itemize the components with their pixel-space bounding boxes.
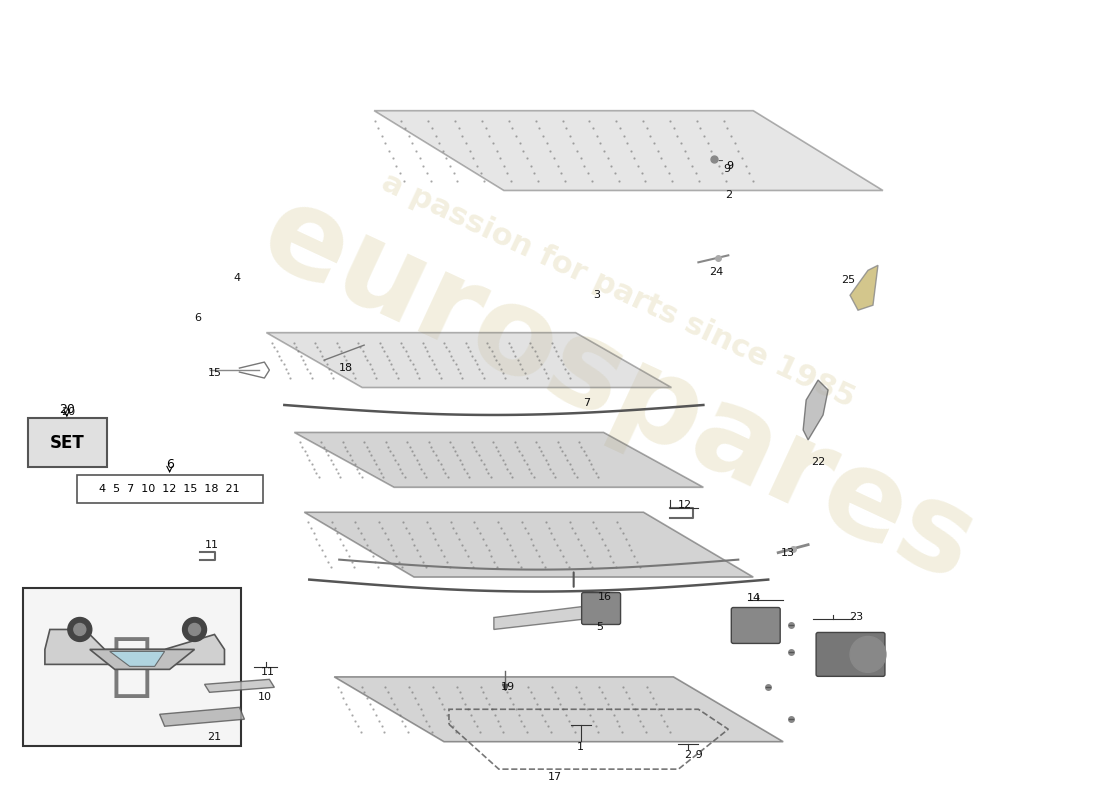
Polygon shape <box>803 380 828 440</box>
Text: 21: 21 <box>208 732 221 742</box>
Text: 25: 25 <box>842 275 855 286</box>
Text: 2: 2 <box>725 190 732 201</box>
FancyBboxPatch shape <box>23 587 241 746</box>
Circle shape <box>74 623 86 635</box>
Text: 6: 6 <box>194 313 201 323</box>
Text: 19: 19 <box>500 682 515 692</box>
Text: 22: 22 <box>811 457 825 467</box>
Text: 17: 17 <box>548 772 562 782</box>
Text: 11: 11 <box>261 667 274 678</box>
FancyBboxPatch shape <box>582 593 620 625</box>
Polygon shape <box>90 650 195 670</box>
Polygon shape <box>494 605 598 630</box>
Polygon shape <box>334 677 783 742</box>
Text: 4  5  7  10  12  15  18  21: 4 5 7 10 12 15 18 21 <box>99 484 240 494</box>
Polygon shape <box>205 679 274 692</box>
Text: 10: 10 <box>257 692 272 702</box>
Text: 20: 20 <box>59 403 75 417</box>
FancyBboxPatch shape <box>816 633 884 676</box>
Text: 2 9: 2 9 <box>684 750 702 760</box>
Text: 15: 15 <box>208 368 221 378</box>
Text: 11: 11 <box>205 540 219 550</box>
Text: 14: 14 <box>747 593 761 602</box>
Text: 24: 24 <box>710 267 724 278</box>
Text: 16: 16 <box>597 591 612 602</box>
FancyBboxPatch shape <box>28 418 107 467</box>
Text: 7: 7 <box>583 398 591 408</box>
Text: 13: 13 <box>781 548 795 558</box>
Text: 12: 12 <box>678 500 692 510</box>
Text: 20: 20 <box>60 407 75 417</box>
Text: 18: 18 <box>339 363 353 373</box>
Text: 5: 5 <box>596 622 603 633</box>
Polygon shape <box>45 630 224 664</box>
Polygon shape <box>305 512 754 577</box>
Text: SET: SET <box>50 434 85 452</box>
Text: 23: 23 <box>849 613 864 622</box>
Text: 9: 9 <box>726 161 734 170</box>
Polygon shape <box>374 110 883 190</box>
Text: 6: 6 <box>166 458 174 471</box>
Text: a passion for parts since 1985: a passion for parts since 1985 <box>377 167 860 413</box>
Text: 🚗: 🚗 <box>111 633 153 700</box>
Polygon shape <box>110 651 165 666</box>
FancyBboxPatch shape <box>77 475 263 502</box>
Polygon shape <box>295 433 703 487</box>
Circle shape <box>183 618 207 642</box>
Text: 4: 4 <box>234 274 241 283</box>
Polygon shape <box>160 707 244 726</box>
Text: 3: 3 <box>593 290 601 300</box>
Circle shape <box>188 623 200 635</box>
Polygon shape <box>266 333 671 387</box>
Text: 1: 1 <box>578 742 584 752</box>
Circle shape <box>850 637 886 672</box>
Circle shape <box>68 618 91 642</box>
Polygon shape <box>850 266 878 310</box>
Text: eurospares: eurospares <box>244 174 993 606</box>
FancyBboxPatch shape <box>732 607 780 643</box>
Text: 9: 9 <box>723 163 730 174</box>
